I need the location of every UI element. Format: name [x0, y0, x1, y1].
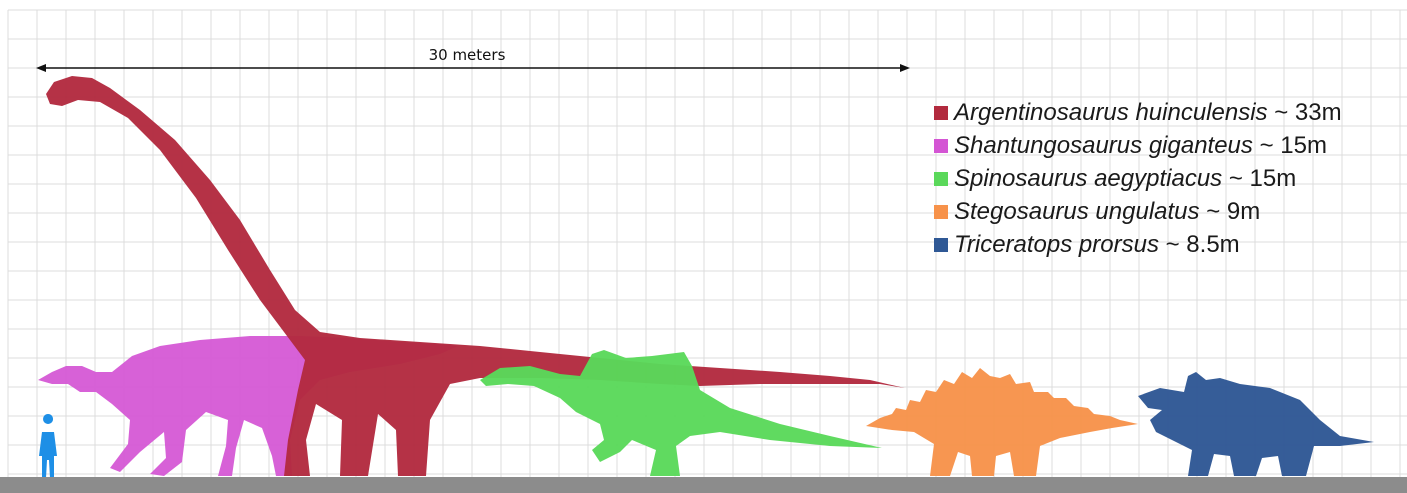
legend-item-argentinosaurus: Argentinosaurus huinculensis ~ 33m — [934, 96, 1394, 129]
spinosaurus-silhouette — [480, 350, 882, 476]
legend-swatch — [934, 138, 948, 153]
triceratops-silhouette — [1138, 372, 1374, 476]
legend-item-shantungosaurus: Shantungosaurus giganteus ~ 15m — [934, 129, 1394, 162]
stegosaurus-silhouette — [866, 368, 1138, 476]
species-size: ~ 15m — [1228, 164, 1297, 192]
species-name: Stegosaurus ungulatus — [954, 197, 1200, 225]
species-size: ~ 33m — [1274, 98, 1342, 126]
scale-bar: 30 meters — [36, 46, 910, 72]
legend-item-triceratops: Triceratops prorsus ~ 8.5m — [934, 228, 1394, 261]
legend: Argentinosaurus huinculensis ~ 33m Shant… — [934, 96, 1394, 261]
species-name: Spinosaurus aegyptiacus — [954, 164, 1223, 192]
species-size: ~ 9m — [1206, 197, 1261, 225]
species-name: Shantungosaurus giganteus — [954, 131, 1253, 159]
legend-swatch — [934, 105, 948, 120]
legend-item-spinosaurus: Spinosaurus aegyptiacus ~ 15m — [934, 162, 1394, 195]
legend-swatch — [934, 204, 948, 219]
legend-swatch — [934, 171, 948, 186]
legend-swatch — [934, 237, 948, 252]
species-name: Triceratops prorsus — [954, 230, 1159, 258]
human-silhouette — [39, 414, 57, 478]
legend-item-stegosaurus: Stegosaurus ungulatus ~ 9m — [934, 195, 1394, 228]
ground — [0, 477, 1407, 493]
species-size: ~ 8.5m — [1165, 230, 1240, 258]
scale-label: 30 meters — [429, 46, 506, 64]
species-size: ~ 15m — [1259, 131, 1327, 159]
species-name: Argentinosaurus huinculensis — [954, 98, 1268, 126]
